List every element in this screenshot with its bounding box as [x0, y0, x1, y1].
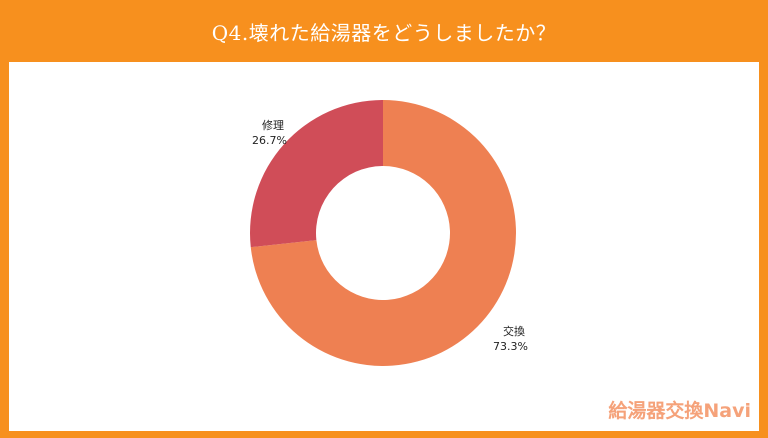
label-repair-value: 26.7% — [252, 134, 287, 147]
label-exchange-name: 交換 — [503, 324, 525, 338]
label-repair-name: 修理 — [262, 118, 284, 132]
label-exchange-value: 73.3% — [493, 340, 528, 353]
slice-exchange — [250, 100, 516, 366]
slice-repair — [250, 100, 383, 248]
brand-logo: 給湯器交換Navi — [608, 400, 751, 422]
chart-title: Q4.壊れた給湯器をどうしましたか？ — [211, 20, 557, 45]
donut-chart: 交換 73.3% 修理 26.7% — [250, 100, 528, 366]
title-bar: Q4.壊れた給湯器をどうしましたか？ — [0, 0, 768, 62]
chart-panel: 交換 73.3% 修理 26.7% — [9, 62, 759, 431]
